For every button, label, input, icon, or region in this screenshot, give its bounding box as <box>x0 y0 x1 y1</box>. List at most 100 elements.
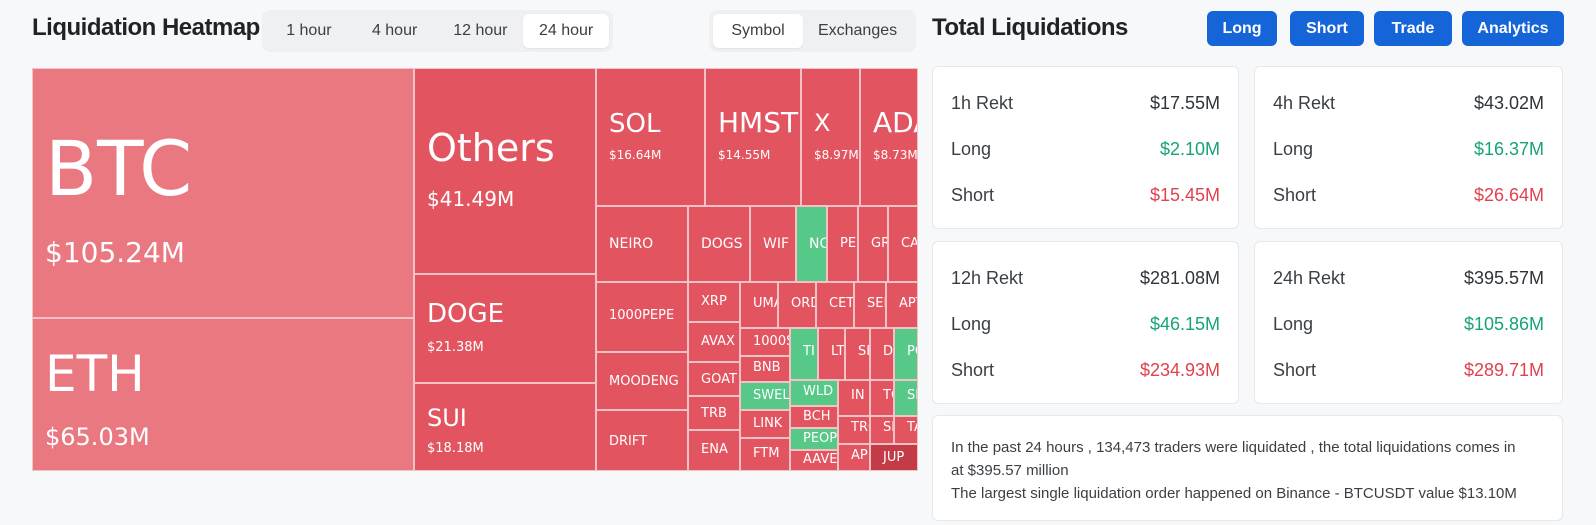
heatmap-tile-bnb[interactable]: BNB <box>740 356 790 382</box>
rekt-card-4h: 4h Rekt $43.02M Long $16.37M Short $26.64M <box>1254 66 1563 229</box>
heatmap-tile-se[interactable]: SE <box>870 416 894 444</box>
heatmap-tile-ca[interactable]: CA <box>888 206 918 282</box>
long-value: $46.15M <box>1149 314 1220 334</box>
heatmap-tile-1000pepe[interactable]: 1000PEPE <box>596 282 688 352</box>
tile-symbol: NEIRO <box>609 236 654 252</box>
card-label: 4h Rekt <box>1273 93 1336 113</box>
heatmap-tile-po[interactable]: PO <box>894 328 918 380</box>
heatmap-tile-tro[interactable]: TRO <box>838 416 870 444</box>
long-button[interactable]: Long <box>1207 11 1277 46</box>
heatmap-tile-ti[interactable]: TI <box>790 328 818 380</box>
tab-1-hour[interactable]: 1 hour <box>286 22 332 39</box>
tile-symbol: TI <box>803 344 815 359</box>
tab-12-hour[interactable]: 12 hour <box>453 22 508 39</box>
heatmap-tile-drift[interactable]: DRIFT <box>596 410 688 471</box>
tile-symbol: CET <box>829 296 854 311</box>
tile-symbol: BTC <box>45 124 193 213</box>
heatmap-tile-sh[interactable]: SH <box>845 328 870 380</box>
tile-value: $8.97M <box>814 148 859 162</box>
heatmap-tile-swell[interactable]: SWELL <box>740 382 790 410</box>
tile-symbol: MOODENG <box>609 374 679 389</box>
heatmap-tile-moodeng[interactable]: MOODENG <box>596 352 688 410</box>
tab-24-hour[interactable]: 24 hour <box>523 14 609 48</box>
tile-symbol: XRP <box>701 294 727 309</box>
heatmap-tile-eth[interactable]: ETH $65.03M <box>32 318 414 471</box>
heatmap-tile-ta[interactable]: TA <box>894 416 918 444</box>
heatmap-tile-aave[interactable]: AAVE <box>790 450 838 471</box>
tile-symbol: BCH <box>803 409 831 424</box>
tab-exchanges[interactable]: Exchanges <box>817 22 898 39</box>
heatmap-tile-wif[interactable]: WIF <box>750 206 796 282</box>
tile-symbol: SEI <box>867 296 886 311</box>
heatmap-tile-avax[interactable]: AVAX <box>688 322 740 362</box>
heatmap-tile-x[interactable]: X $8.97M <box>801 68 860 206</box>
heatmap-tile-others[interactable]: Others $41.49M <box>414 68 596 274</box>
heatmap-tile-peop[interactable]: PEOP <box>790 428 838 450</box>
heatmap-tile-sol[interactable]: SOL $16.64M <box>596 68 705 206</box>
tile-symbol: SH <box>907 388 917 403</box>
heatmap-tile-jup[interactable]: JUP <box>870 444 918 471</box>
heatmap-tile-no[interactable]: NO <box>796 206 827 282</box>
tile-symbol: BNB <box>753 360 781 375</box>
tile-symbol: AAVE <box>803 452 838 467</box>
tile-symbol: X <box>814 109 831 137</box>
tile-value: $18.18M <box>427 441 484 456</box>
heatmap-tile-dc[interactable]: DC <box>870 328 894 380</box>
long-label: Long <box>951 139 992 159</box>
heatmap-tile-neiro[interactable]: NEIRO <box>596 206 688 282</box>
card-total: $395.57M <box>1463 268 1544 288</box>
heatmap-tile-sh[interactable]: SH <box>894 380 918 416</box>
heatmap-tile-bch[interactable]: BCH <box>790 406 838 428</box>
heatmap-tile-xrp[interactable]: XRP <box>688 282 740 322</box>
rekt-card-24h: 24h Rekt $395.57M Long $105.86M Short $289.… <box>1254 241 1563 404</box>
tile-symbol: NO <box>809 236 826 252</box>
heatmap-tile-apt[interactable]: APT <box>886 282 918 328</box>
heatmap-tile-doge[interactable]: DOGE $21.38M <box>414 274 596 383</box>
analytics-button[interactable]: Analytics <box>1462 11 1564 46</box>
heatmap-tile-btc[interactable]: BTC $105.24M <box>32 68 414 318</box>
card-label: 24h Rekt <box>1273 268 1346 288</box>
tab-symbol[interactable]: Symbol <box>713 14 804 48</box>
heatmap-tile-lt[interactable]: LT <box>818 328 845 380</box>
heatmap-tile-sei[interactable]: SEI <box>854 282 886 328</box>
tile-symbol: JUP <box>883 450 905 465</box>
short-button[interactable]: Short <box>1290 11 1364 46</box>
tile-symbol: TRB <box>701 406 727 421</box>
heatmap-tile-uma[interactable]: UMA <box>740 282 778 328</box>
heatmap-tile-ada[interactable]: ADA $8.73M <box>860 68 918 206</box>
heatmap-tile-dogs[interactable]: DOGS <box>688 206 750 282</box>
tile-symbol: LINK <box>753 416 783 431</box>
heatmap-tile-hmstr[interactable]: HMSTR $14.55M <box>705 68 801 206</box>
view-mode-tabs: Symbol Exchanges <box>709 10 916 52</box>
tile-symbol: DOGS <box>701 236 743 252</box>
heatmap-tile-cet[interactable]: CET <box>816 282 854 328</box>
tile-symbol: DC <box>883 344 894 359</box>
heatmap-tile-wld[interactable]: WLD <box>790 380 838 406</box>
heatmap-tile-ape[interactable]: APE <box>838 444 870 471</box>
tile-symbol: PEI <box>840 236 858 251</box>
heatmap-tile-ftm[interactable]: FTM <box>740 438 790 471</box>
tile-symbol: Others <box>427 126 555 170</box>
card-total: $281.08M <box>1139 268 1220 288</box>
heatmap-tile-1000s[interactable]: 1000S <box>740 328 790 356</box>
heatmap-tile-goat[interactable]: GOAT <box>688 362 740 396</box>
heatmap-tile-gr[interactable]: GR <box>858 206 888 282</box>
trade-button[interactable]: Trade <box>1374 11 1452 46</box>
heatmap-tile-sui[interactable]: SUI $18.18M <box>414 383 596 471</box>
tile-value: $41.49M <box>427 187 515 211</box>
short-value: $234.93M <box>1139 360 1220 380</box>
heatmap-tile-trb[interactable]: TRB <box>688 396 740 430</box>
liquidation-summary: In the past 24 hours , 134,473 traders w… <box>932 415 1563 521</box>
heatmap-tile-in[interactable]: IN <box>838 380 870 416</box>
heatmap-tile-pei[interactable]: PEI <box>827 206 858 282</box>
tile-symbol: ENA <box>701 442 728 457</box>
tile-symbol: DOGE <box>427 299 505 329</box>
heatmap-tile-ena[interactable]: ENA <box>688 430 740 471</box>
heatmap-tile-ord[interactable]: ORD <box>778 282 816 328</box>
heatmap-tile-to[interactable]: TO <box>870 380 894 416</box>
time-range-tabs: 1 hour 4 hour 12 hour 24 hour <box>262 10 613 52</box>
summary-line-2: at $395.57 million <box>951 462 1069 479</box>
heatmap-tile-link[interactable]: LINK <box>740 410 790 438</box>
summary-line-1: In the past 24 hours , 134,473 traders w… <box>951 439 1516 456</box>
tab-4-hour[interactable]: 4 hour <box>371 22 418 39</box>
